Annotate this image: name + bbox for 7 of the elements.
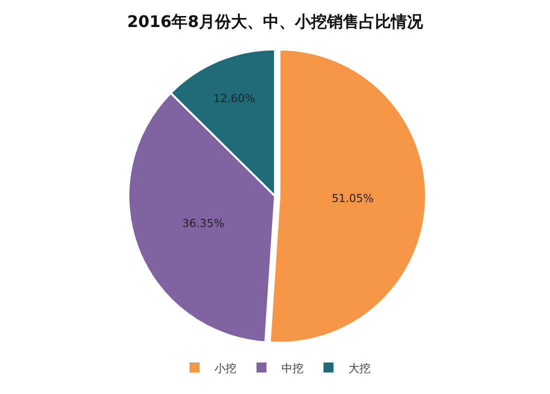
data-label: 36.35% xyxy=(182,216,224,230)
legend-label: 中挖 xyxy=(282,362,304,375)
legend-label: 大挖 xyxy=(348,362,370,375)
chart-title: 2016年8月份大、中、小挖销售占比情况 xyxy=(127,12,424,31)
data-label: 51.05% xyxy=(332,192,374,206)
data-label: 12.60% xyxy=(213,92,256,105)
legend-label: 小挖 xyxy=(214,362,236,375)
